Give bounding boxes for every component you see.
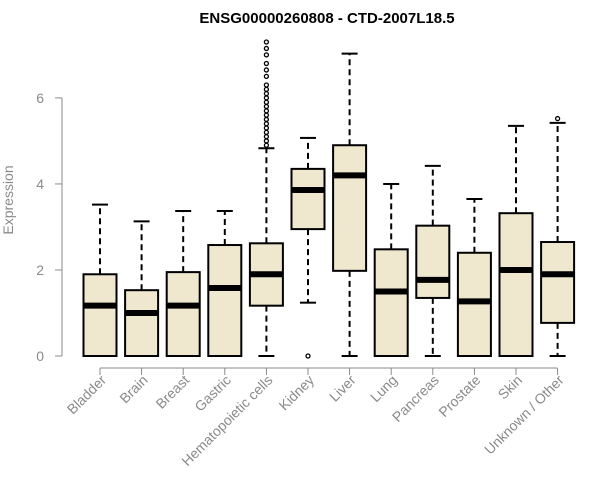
box-kidney	[290, 136, 326, 359]
boxes-group	[82, 39, 576, 359]
y-tick-label: 6	[36, 90, 44, 106]
y-axis: 0 2 4 6	[36, 90, 63, 364]
box-pancreas	[415, 164, 451, 357]
outlier-point	[263, 138, 270, 144]
outlier-point	[263, 52, 270, 58]
box-body	[498, 212, 534, 357]
y-axis-label: Expression	[0, 165, 16, 234]
outlier-point	[263, 90, 270, 97]
outlier-point	[263, 95, 270, 101]
x-tick-label: Kidney	[276, 372, 318, 414]
box-body	[165, 271, 201, 357]
box-body	[82, 273, 118, 358]
box-liver	[332, 52, 368, 357]
y-tick-label: 0	[36, 348, 44, 364]
outlier-point	[305, 353, 311, 359]
x-tick-label: Skin	[495, 372, 526, 403]
box-gastric	[207, 210, 243, 357]
outlier-point	[263, 133, 270, 140]
outlier-point	[263, 121, 270, 127]
box-prostate	[456, 198, 492, 357]
box-brain	[124, 220, 160, 357]
box-body	[373, 248, 409, 358]
x-tick-label: Breast	[152, 372, 192, 412]
box-lung	[373, 182, 409, 358]
box-body	[415, 224, 451, 299]
box-body	[540, 241, 576, 324]
y-tick-label: 2	[36, 262, 44, 278]
y-tick-label: 4	[36, 176, 44, 192]
outlier-point	[263, 45, 270, 52]
box-body	[124, 289, 160, 357]
outlier-point	[263, 142, 270, 148]
outlier-point	[263, 125, 270, 131]
x-tick-label: Bladder	[64, 372, 110, 418]
box-hematopoietic-cells	[248, 39, 284, 357]
outlier-point	[263, 129, 270, 135]
outlier-point	[263, 116, 270, 123]
x-tick-label: Brain	[116, 372, 150, 406]
outlier-point	[263, 99, 270, 105]
outlier-point	[263, 73, 270, 80]
outlier-point	[554, 115, 561, 122]
box-body	[290, 167, 326, 231]
x-tick-label: Liver	[326, 372, 359, 405]
outlier-point	[263, 86, 270, 92]
box-unknown-other	[540, 115, 576, 357]
box-breast	[165, 210, 201, 357]
box-bladder	[82, 203, 118, 358]
chart-title: ENSG00000260808 - CTD-2007L18.5	[199, 10, 454, 27]
outlier-point	[263, 103, 270, 110]
outlier-point	[263, 39, 270, 45]
outlier-point	[263, 108, 270, 114]
box-skin	[498, 124, 534, 357]
box-body	[332, 144, 368, 272]
box-body	[207, 244, 243, 357]
box-body	[456, 251, 492, 357]
x-tick-label: Unknown / Other	[481, 372, 567, 458]
outlier-point	[263, 60, 270, 67]
outlier-point	[263, 82, 270, 88]
outlier-point	[263, 67, 270, 73]
outlier-point	[263, 112, 270, 118]
x-tick-label: Lung	[367, 372, 400, 405]
x-tick-label: Prostate	[435, 372, 483, 420]
